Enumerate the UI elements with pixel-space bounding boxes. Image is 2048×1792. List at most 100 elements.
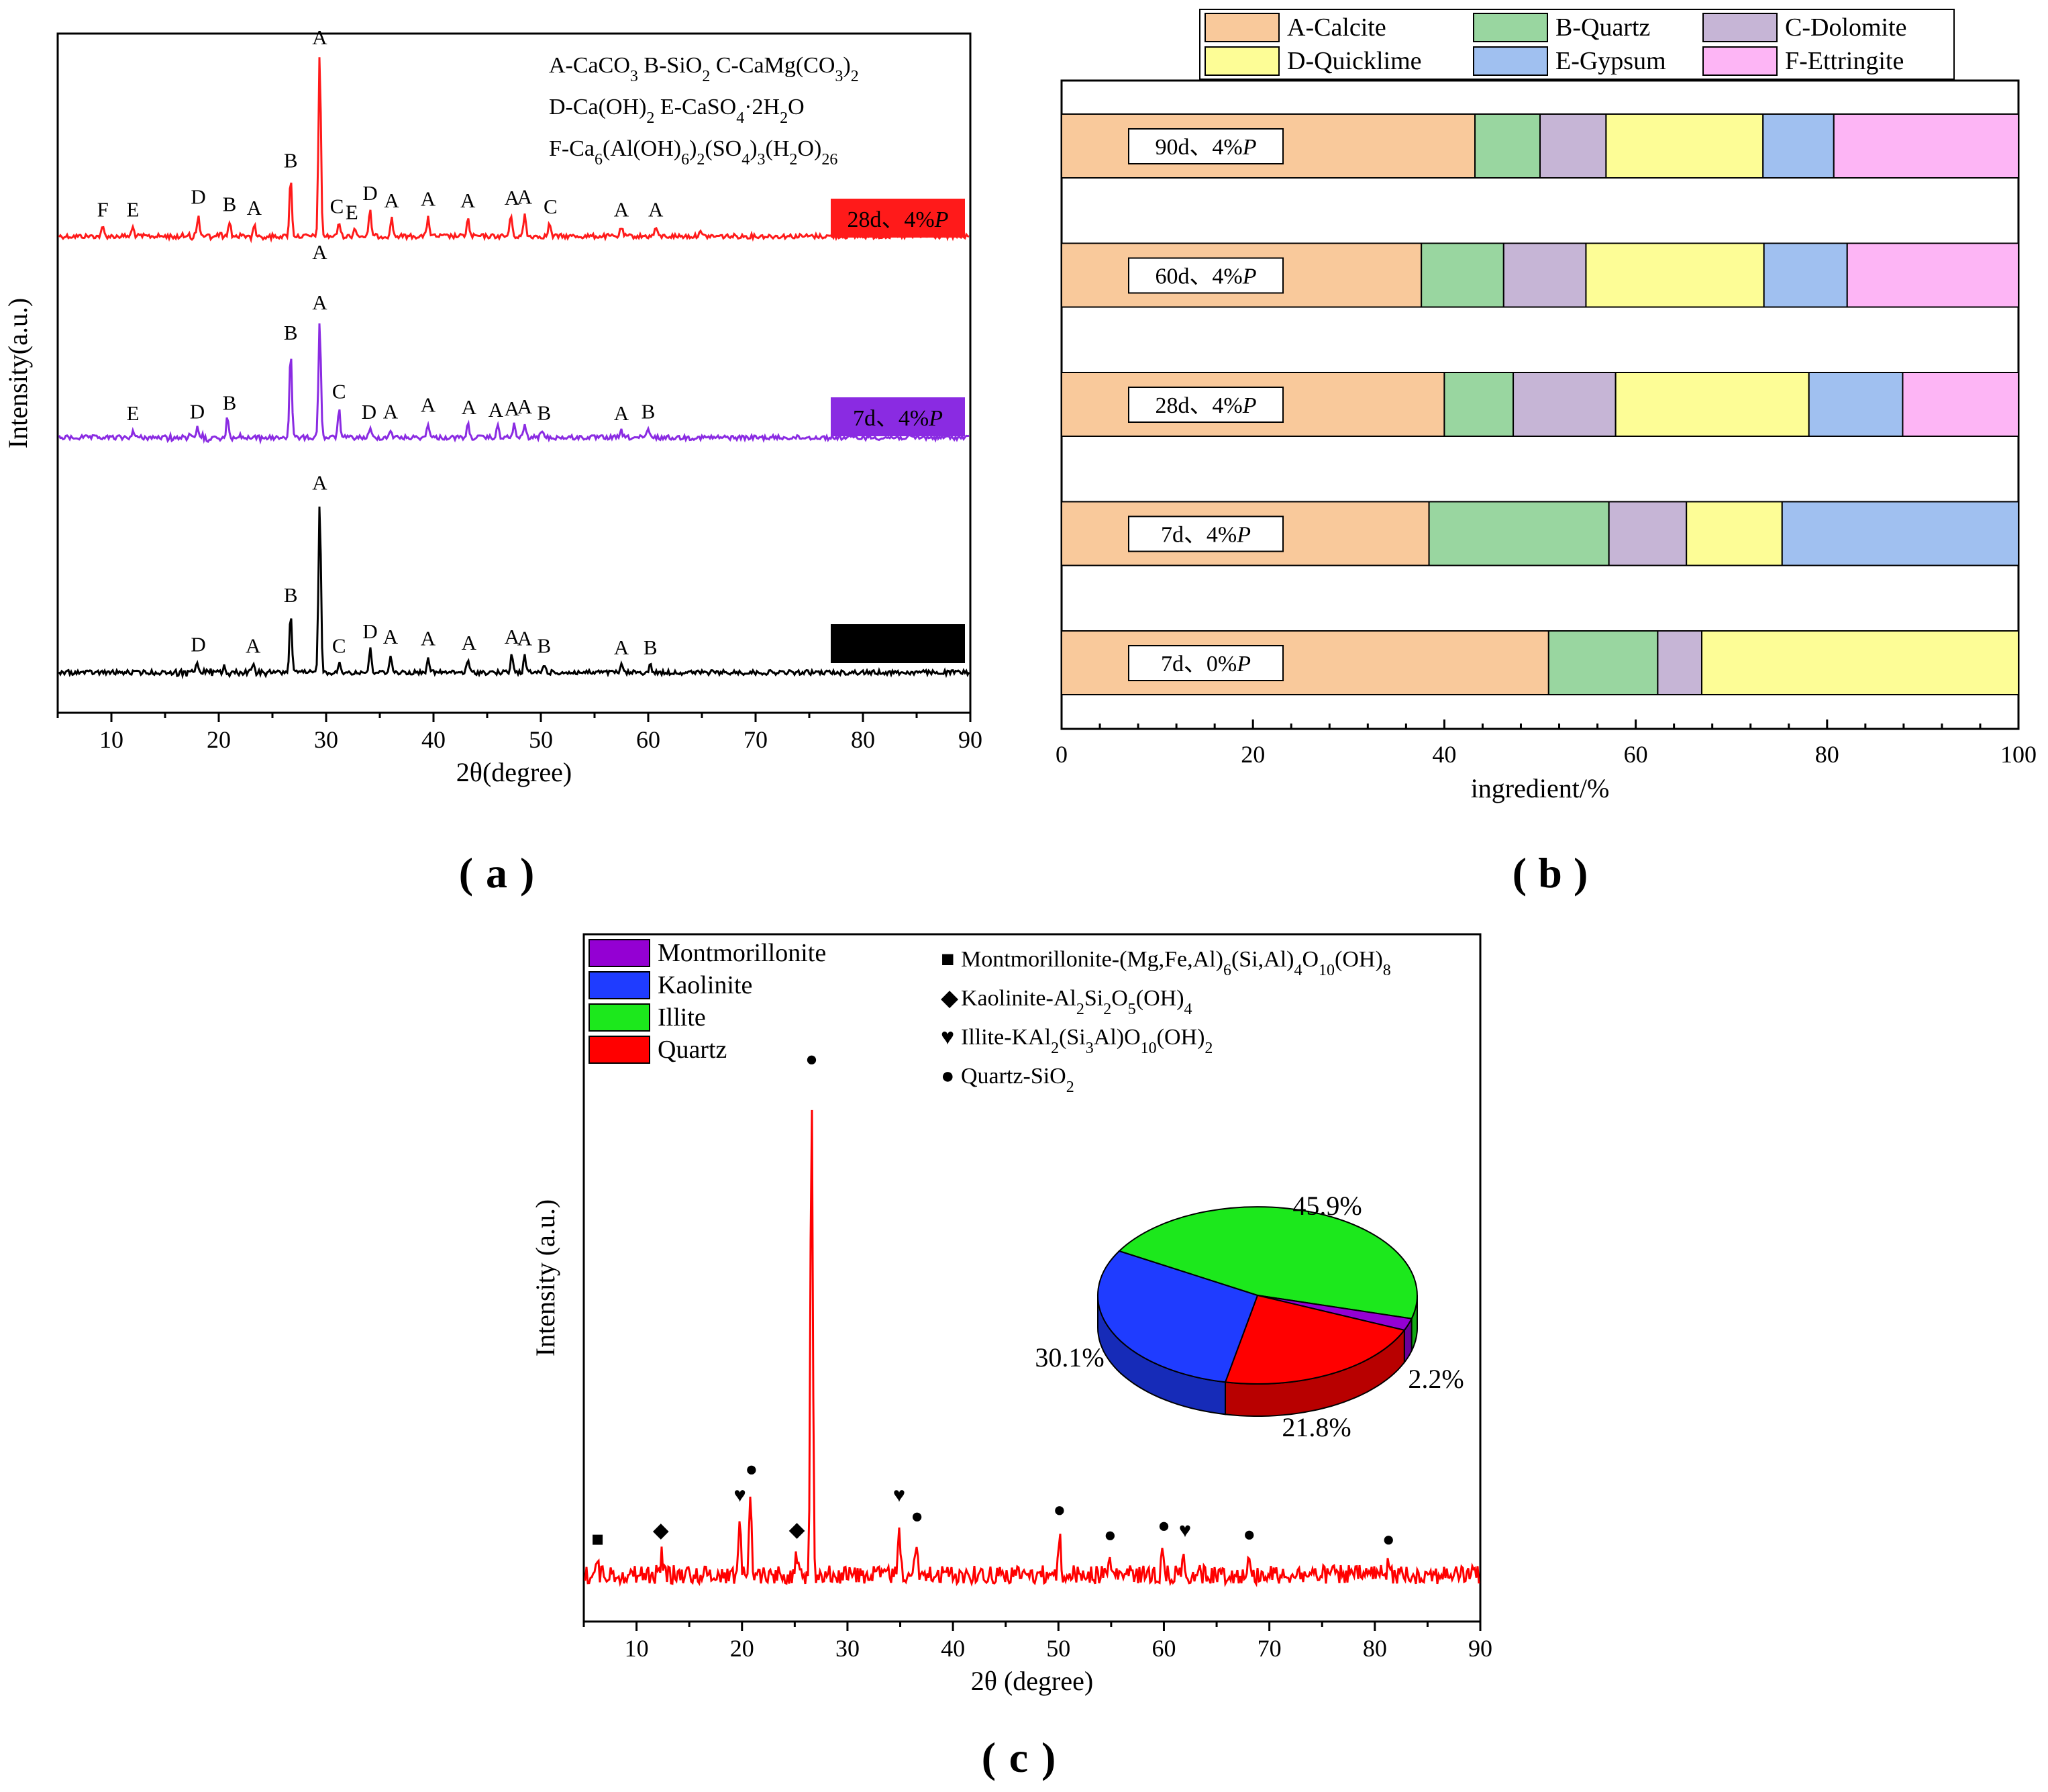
peak-label: B <box>223 391 237 414</box>
x-tick-label: 30 <box>835 1635 860 1662</box>
text-run: 8 <box>1383 962 1391 979</box>
stacked-bar-segment <box>1781 501 2020 566</box>
category-label: 7d、4%P <box>1161 523 1251 548</box>
formula-legend-text: Illite-KAl2(Si3Al)O10(OH)2 <box>961 1025 1213 1057</box>
stacked-bar-segment <box>1474 113 1541 179</box>
peak-label: D <box>362 619 377 643</box>
text-run: ) <box>689 136 697 161</box>
compound-formula: F-Ca6(Al(OH)6)2(SO4)3(H2O)26 <box>549 136 837 168</box>
text-run: 2 <box>1051 1040 1059 1057</box>
x-tick-label: 10 <box>99 726 123 753</box>
peak-label: A <box>505 186 520 209</box>
peak-label: D <box>191 632 205 656</box>
text-run: 4 <box>1294 962 1302 979</box>
panel-label-b: b <box>1538 849 1562 897</box>
peak-marker: ♥ <box>733 1483 746 1507</box>
text-run: (H <box>766 136 790 161</box>
text-run: 7d、0% <box>853 633 929 658</box>
xrd-pattern-line <box>58 506 970 680</box>
peak-marker: ● <box>911 1504 923 1528</box>
text-run: ) <box>750 136 757 161</box>
peak-label: A <box>505 625 520 648</box>
legend-label: B-Quartz <box>1555 13 1650 42</box>
xrd-pattern-line <box>58 57 970 244</box>
text-run: Illite-KAl <box>961 1025 1051 1050</box>
formula-legend-text: Montmorillonite-(Mg,Fe,Al)6(Si,Al)4O10(O… <box>961 947 1391 979</box>
text-run: 10 <box>1319 962 1335 979</box>
peak-label: C <box>332 634 346 658</box>
text-run: 2 <box>780 109 788 127</box>
peak-marker: ■ <box>591 1527 604 1550</box>
stacked-bar-segment <box>1547 630 1659 695</box>
stacked-bar-segment <box>1902 372 2020 437</box>
peak-label: A <box>517 395 533 418</box>
series-label: 28d、4%P <box>847 207 948 232</box>
text-run: 3 <box>630 68 638 85</box>
legend-label: F-Ettringite <box>1785 47 1904 75</box>
peak-marker: ● <box>805 1047 818 1071</box>
peak-label: B <box>642 400 656 424</box>
peak-label: A <box>312 471 327 495</box>
peak-label: A <box>312 291 327 314</box>
panel-b-composition-chart: 0 20 40 60 80 100ingredient/%90d、4%P60d、4%P28… <box>1056 9 2037 897</box>
text-run: 28d、4% <box>1155 393 1242 418</box>
x-tick-label: 20 <box>207 726 231 753</box>
x-tick-label: 70 <box>1258 1635 1282 1662</box>
peak-label: A <box>246 634 261 658</box>
x-tick-label: 50 <box>1046 1635 1070 1662</box>
peak-label: E <box>346 201 358 224</box>
peak-label: D <box>362 181 377 205</box>
legend-swatch <box>1702 13 1778 42</box>
peak-label: A <box>614 636 629 659</box>
legend-label: Kaolinite <box>658 971 752 999</box>
text-run: 90d、4% <box>1155 135 1242 160</box>
text-run: ·2H <box>744 95 780 119</box>
category-label-box <box>1128 257 1284 294</box>
pie-slice-label: 21.8% <box>1282 1412 1351 1442</box>
x-tick-label: 30 <box>314 726 338 753</box>
peak-label: A <box>614 401 629 425</box>
peak-marker: ♥ <box>893 1483 905 1507</box>
legend-label: E-Gypsum <box>1555 47 1666 75</box>
text-run: ) <box>843 53 850 78</box>
x-axis-label: ingredient/% <box>1471 773 1610 803</box>
pie-slice <box>1097 1250 1259 1383</box>
peak-marker: ● <box>1053 1498 1066 1522</box>
stacked-bar-segment <box>1763 242 1848 308</box>
legend-swatch <box>1473 13 1548 42</box>
series-label: 7d、4%P <box>853 406 943 431</box>
peak-marker: ◆ <box>653 1518 669 1542</box>
text-run: (Si,Al) <box>1231 947 1294 972</box>
stacked-bar-segment <box>1443 372 1515 437</box>
pie-slice <box>1117 1206 1418 1320</box>
panel-a-xrd-chart: 10 20 30 40 50 60 70 80 90 2θ(degree) Intensity(a.… <box>3 26 982 897</box>
stacked-bar-segment <box>1700 630 2019 695</box>
peak-label: A <box>505 397 520 420</box>
text-run: 26 <box>821 151 837 168</box>
peak-label: E <box>127 198 140 221</box>
text-run: 7d、0% <box>1161 652 1237 677</box>
formula-legend-text: Kaolinite-Al2Si2O5(OH)4 <box>961 986 1192 1018</box>
legend-label: D-Quicklime <box>1287 47 1422 75</box>
peak-label: A <box>421 393 436 417</box>
legend-label: A-Calcite <box>1287 13 1386 42</box>
x-tick-label: 80 <box>1815 741 1839 768</box>
text-run: (OH) <box>1335 947 1383 972</box>
stacked-bar-segment <box>1686 501 1783 566</box>
text-run: D-Ca(OH) <box>549 95 646 119</box>
peak-label: C <box>330 195 344 218</box>
legend-box <box>1199 9 1955 80</box>
text-run: 2 <box>646 109 654 127</box>
series-label: 7d、0%P <box>853 633 943 658</box>
peak-label: B <box>223 192 237 215</box>
text-run: (SO <box>705 136 741 161</box>
peak-marker: ● <box>1104 1523 1117 1546</box>
peak-label: A <box>383 625 399 648</box>
series-label-box <box>831 199 965 238</box>
stacked-bar-segment <box>1615 372 1810 437</box>
peak-label: B <box>644 636 658 659</box>
text-run: C-CaMg(CO <box>710 53 835 78</box>
text-run: 6 <box>595 151 603 168</box>
x-tick-label: 80 <box>1363 1635 1387 1662</box>
xrd-pattern-line <box>58 323 970 445</box>
